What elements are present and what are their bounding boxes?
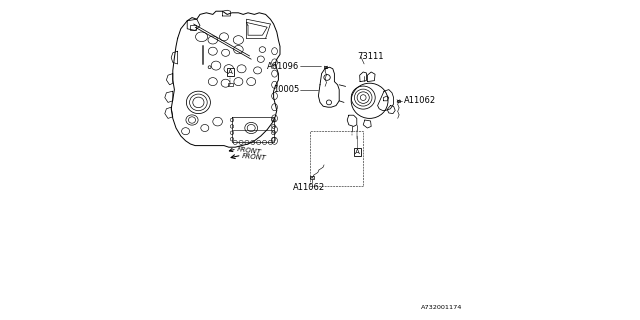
Text: FRONT: FRONT: [242, 153, 266, 161]
Bar: [191, 25, 196, 30]
Text: A: A: [355, 149, 360, 155]
Text: A61096: A61096: [267, 62, 300, 71]
Bar: [324, 66, 327, 68]
Text: A: A: [228, 69, 233, 75]
Bar: [310, 176, 314, 179]
Text: 73111: 73111: [358, 52, 384, 60]
Bar: [397, 100, 400, 102]
Bar: [228, 83, 233, 86]
Text: A11062: A11062: [404, 96, 436, 105]
Text: 10005: 10005: [273, 85, 300, 94]
Text: A11062: A11062: [293, 183, 326, 192]
Text: A732001174: A732001174: [421, 305, 462, 310]
Text: FRONT: FRONT: [237, 146, 262, 156]
Bar: [310, 131, 364, 186]
